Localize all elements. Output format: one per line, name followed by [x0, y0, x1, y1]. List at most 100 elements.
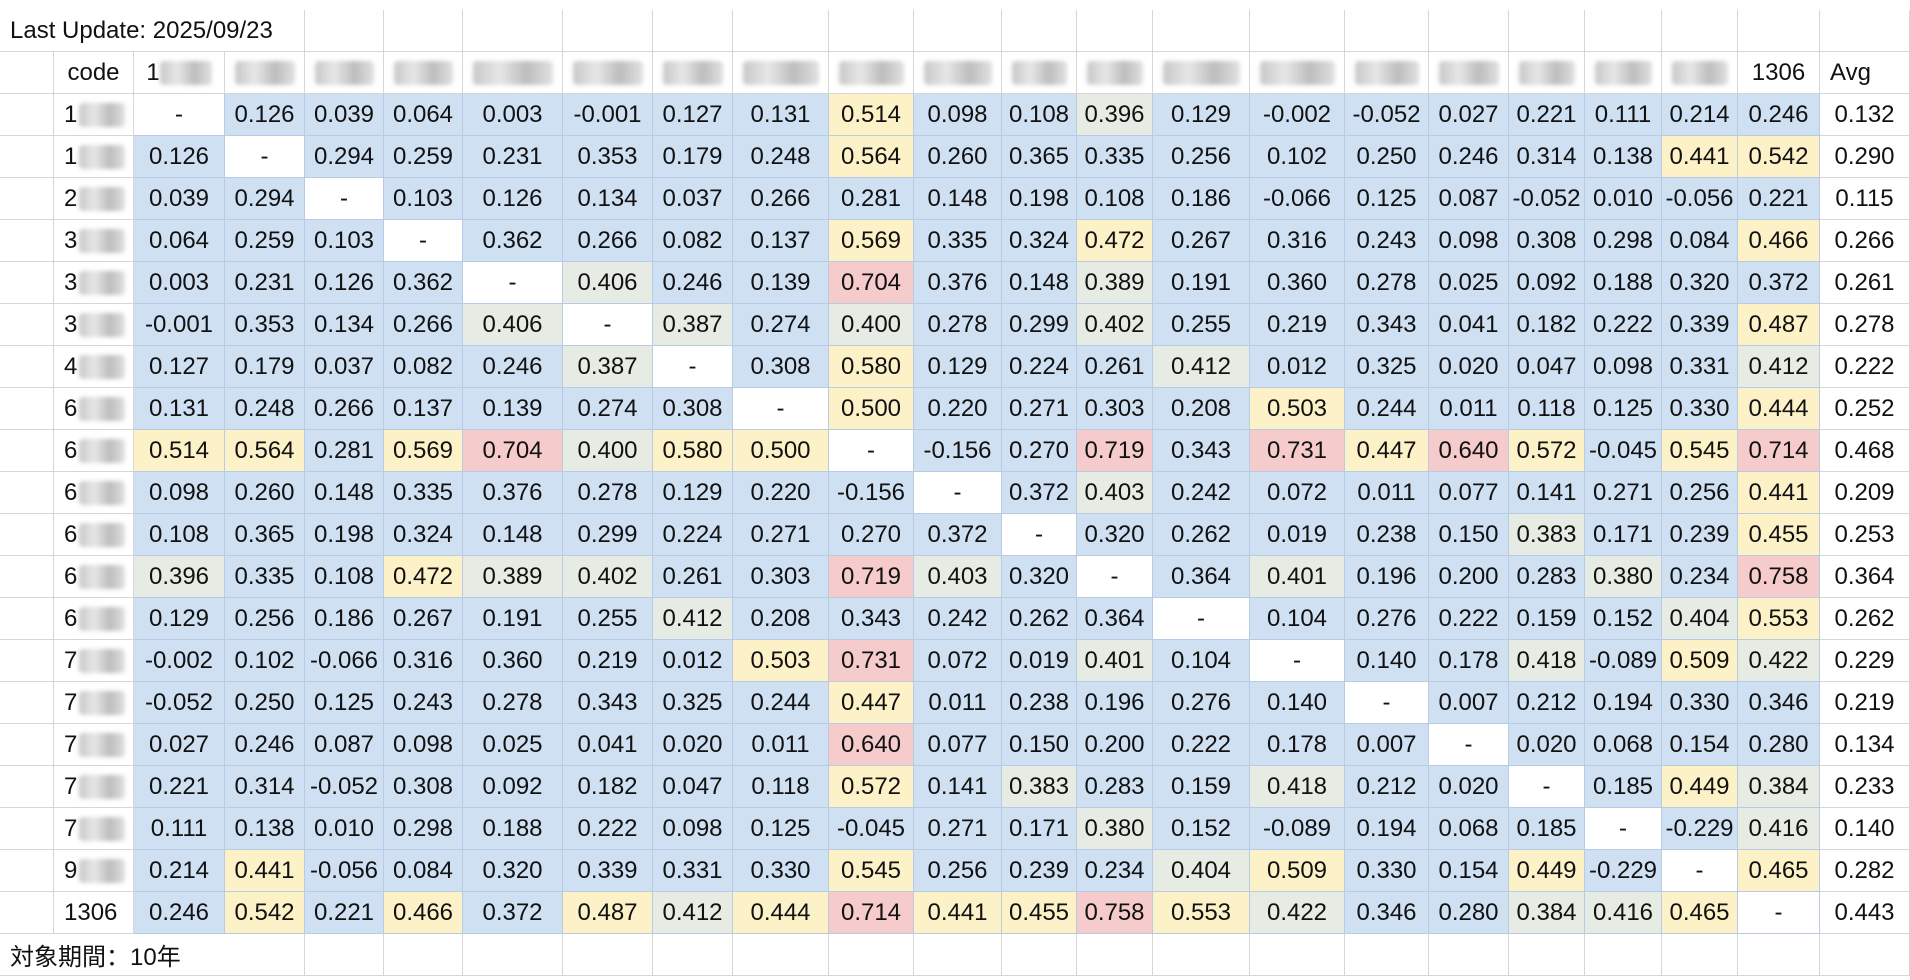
empty-cell[interactable]	[1820, 934, 1910, 976]
correlation-cell[interactable]: 0.103	[384, 178, 463, 220]
correlation-cell[interactable]: 0.248	[225, 388, 305, 430]
correlation-cell[interactable]: 0.171	[1002, 808, 1077, 850]
correlation-cell[interactable]: -0.002	[1250, 94, 1345, 136]
correlation-cell[interactable]: 0.077	[914, 724, 1002, 766]
correlation-cell[interactable]: 0.200	[1429, 556, 1509, 598]
correlation-cell[interactable]: 0.500	[829, 388, 914, 430]
correlation-cell[interactable]: 0.281	[829, 178, 914, 220]
correlation-cell[interactable]: 0.412	[1738, 346, 1820, 388]
correlation-cell[interactable]: 0.198	[305, 514, 384, 556]
correlation-cell[interactable]: -0.156	[829, 472, 914, 514]
correlation-cell[interactable]: 0.139	[733, 262, 829, 304]
correlation-cell[interactable]: 0.270	[1002, 430, 1077, 472]
correlation-cell[interactable]: 0.387	[563, 346, 653, 388]
correlation-cell[interactable]: 0.131	[134, 388, 225, 430]
correlation-cell[interactable]: 0.064	[384, 94, 463, 136]
empty-cell[interactable]	[733, 10, 829, 52]
correlation-cell[interactable]: 0.103	[305, 220, 384, 262]
correlation-cell[interactable]: 0.330	[1662, 388, 1738, 430]
correlation-cell[interactable]: 0.262	[1002, 598, 1077, 640]
correlation-cell[interactable]: 0.364	[1077, 598, 1153, 640]
correlation-cell[interactable]: 0.503	[1250, 388, 1345, 430]
correlation-cell[interactable]: 0.400	[563, 430, 653, 472]
correlation-cell[interactable]: 0.346	[1345, 892, 1429, 934]
correlation-cell[interactable]: 0.182	[563, 766, 653, 808]
correlation-cell[interactable]: 0.465	[1662, 892, 1738, 934]
empty-cell[interactable]	[305, 934, 384, 976]
empty-cell[interactable]	[463, 10, 563, 52]
correlation-cell[interactable]: 0.270	[829, 514, 914, 556]
empty-cell[interactable]	[1429, 934, 1509, 976]
correlation-cell[interactable]: 0.179	[653, 136, 733, 178]
correlation-cell[interactable]: 0.271	[914, 808, 1002, 850]
correlation-cell[interactable]: 0.098	[1429, 220, 1509, 262]
correlation-cell[interactable]: 0.148	[463, 514, 563, 556]
correlation-cell[interactable]: 0.037	[653, 178, 733, 220]
empty-cell[interactable]	[914, 10, 1002, 52]
correlation-cell[interactable]: 0.238	[1345, 514, 1429, 556]
correlation-cell[interactable]: 0.412	[653, 598, 733, 640]
correlation-cell[interactable]: 0.266	[733, 178, 829, 220]
correlation-cell[interactable]: 0.222	[1429, 598, 1509, 640]
correlation-cell[interactable]: 0.138	[1585, 136, 1662, 178]
correlation-cell[interactable]: 0.335	[914, 220, 1002, 262]
correlation-cell[interactable]: 0.246	[134, 892, 225, 934]
correlation-cell[interactable]: 0.148	[1002, 262, 1077, 304]
correlation-cell[interactable]: 0.137	[384, 388, 463, 430]
correlation-cell[interactable]: 0.140	[1250, 682, 1345, 724]
correlation-cell[interactable]: 0.068	[1585, 724, 1662, 766]
correlation-cell[interactable]: 0.299	[563, 514, 653, 556]
correlation-cell[interactable]: 0.266	[563, 220, 653, 262]
correlation-cell[interactable]: 0.406	[563, 262, 653, 304]
correlation-cell[interactable]: 0.150	[1002, 724, 1077, 766]
correlation-cell[interactable]: 0.260	[914, 136, 1002, 178]
correlation-cell[interactable]: -	[305, 178, 384, 220]
correlation-cell[interactable]: 0.138	[225, 808, 305, 850]
correlation-cell[interactable]: 0.224	[1002, 346, 1077, 388]
correlation-cell[interactable]: 0.260	[225, 472, 305, 514]
empty-cell[interactable]	[653, 10, 733, 52]
correlation-cell[interactable]: 0.191	[463, 598, 563, 640]
correlation-cell[interactable]: 0.564	[225, 430, 305, 472]
correlation-cell[interactable]: 0.131	[733, 94, 829, 136]
empty-cell[interactable]	[1077, 10, 1153, 52]
correlation-cell[interactable]: 0.098	[653, 808, 733, 850]
correlation-cell[interactable]: 0.179	[225, 346, 305, 388]
correlation-cell[interactable]: 0.267	[1153, 220, 1250, 262]
correlation-cell[interactable]: 0.372	[463, 892, 563, 934]
correlation-cell[interactable]: 0.274	[733, 304, 829, 346]
empty-cell[interactable]	[1153, 934, 1250, 976]
correlation-cell[interactable]: 0.125	[733, 808, 829, 850]
correlation-cell[interactable]: 0.314	[225, 766, 305, 808]
correlation-cell[interactable]: 0.714	[1738, 430, 1820, 472]
correlation-cell[interactable]: 0.441	[914, 892, 1002, 934]
correlation-cell[interactable]: 0.325	[1345, 346, 1429, 388]
correlation-cell[interactable]: -0.056	[1662, 178, 1738, 220]
correlation-cell[interactable]: -	[1002, 514, 1077, 556]
empty-cell[interactable]	[1585, 934, 1662, 976]
correlation-cell[interactable]: 0.314	[1509, 136, 1585, 178]
correlation-cell[interactable]: 0.360	[463, 640, 563, 682]
empty-cell[interactable]	[1345, 934, 1429, 976]
correlation-cell[interactable]: 0.256	[225, 598, 305, 640]
correlation-cell[interactable]: 0.294	[305, 136, 384, 178]
correlation-cell[interactable]: 0.185	[1509, 808, 1585, 850]
correlation-cell[interactable]: 0.064	[134, 220, 225, 262]
correlation-cell[interactable]: 0.719	[829, 556, 914, 598]
correlation-cell[interactable]: 0.150	[1429, 514, 1509, 556]
correlation-cell[interactable]: -0.052	[305, 766, 384, 808]
correlation-cell[interactable]: 0.011	[914, 682, 1002, 724]
correlation-cell[interactable]: 0.389	[463, 556, 563, 598]
correlation-cell[interactable]: 0.134	[563, 178, 653, 220]
correlation-cell[interactable]: 0.019	[1002, 640, 1077, 682]
correlation-cell[interactable]: 0.244	[1345, 388, 1429, 430]
correlation-cell[interactable]: 0.402	[1077, 304, 1153, 346]
correlation-cell[interactable]: 0.274	[563, 388, 653, 430]
correlation-cell[interactable]: 0.569	[829, 220, 914, 262]
correlation-cell[interactable]: 0.152	[1153, 808, 1250, 850]
correlation-cell[interactable]: 0.221	[1738, 178, 1820, 220]
empty-cell[interactable]	[914, 934, 1002, 976]
correlation-cell[interactable]: 0.731	[829, 640, 914, 682]
correlation-cell[interactable]: 0.220	[914, 388, 1002, 430]
correlation-cell[interactable]: 0.159	[1509, 598, 1585, 640]
